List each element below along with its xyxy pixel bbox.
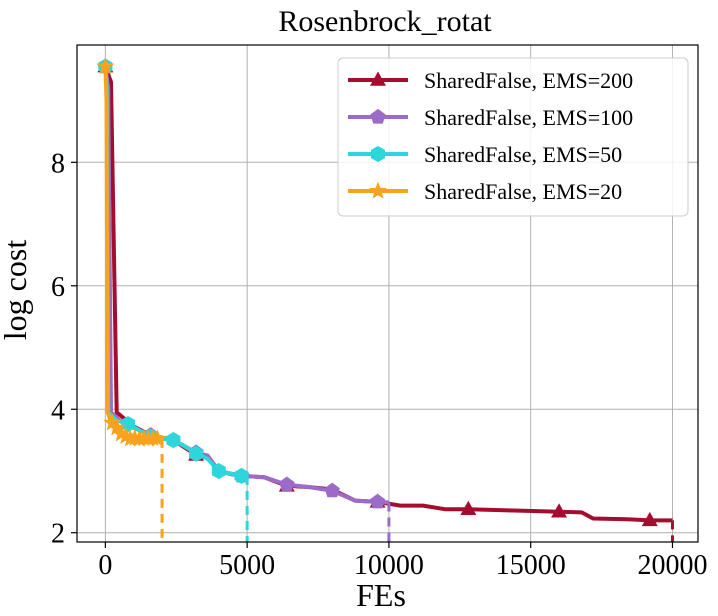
legend-entry: SharedFalse, EMS=50 bbox=[348, 142, 622, 167]
plot-series bbox=[96, 57, 674, 542]
data-point bbox=[369, 493, 386, 509]
data-point bbox=[211, 462, 226, 480]
data-point bbox=[121, 416, 135, 433]
legend-label: SharedFalse, EMS=100 bbox=[424, 105, 633, 130]
legend-label: SharedFalse, EMS=50 bbox=[424, 142, 622, 167]
legend-entry: SharedFalse, EMS=20 bbox=[348, 179, 622, 204]
series-line bbox=[103, 66, 248, 478]
data-point bbox=[460, 500, 477, 516]
series-hexagon bbox=[98, 58, 249, 542]
legend-label: SharedFalse, EMS=200 bbox=[424, 68, 633, 93]
legend-marker bbox=[370, 71, 386, 86]
legend-entry: SharedFalse, EMS=100 bbox=[348, 105, 633, 130]
x-tick-label: 15000 bbox=[496, 550, 566, 581]
legend-label: SharedFalse, EMS=20 bbox=[424, 179, 622, 204]
chart-title: Rosenbrock_rotat bbox=[278, 5, 492, 38]
legend-marker bbox=[369, 181, 387, 199]
y-axis-label: log cost bbox=[0, 240, 33, 341]
y-tick-label: 2 bbox=[51, 519, 65, 550]
axis-ticks: 0 5000 10000 15000 20000 2 4 6 8 bbox=[51, 148, 707, 581]
x-tick-label: 10000 bbox=[354, 550, 424, 581]
legend: SharedFalse, EMS=200 SharedFalse, EMS=100… bbox=[337, 57, 689, 217]
y-tick-label: 6 bbox=[51, 272, 65, 303]
data-point bbox=[641, 511, 658, 527]
data-point bbox=[166, 432, 181, 449]
data-point bbox=[551, 503, 568, 518]
data-point bbox=[234, 467, 249, 484]
legend-marker bbox=[370, 108, 386, 124]
x-tick-label: 20000 bbox=[637, 550, 707, 581]
data-point bbox=[279, 476, 295, 492]
plot-frame bbox=[76, 44, 699, 543]
legend-box bbox=[337, 57, 689, 217]
legend-marker bbox=[371, 145, 385, 163]
data-point bbox=[96, 57, 115, 75]
x-tick-label: 5000 bbox=[219, 550, 275, 581]
legend-entry: SharedFalse, EMS=200 bbox=[348, 68, 633, 93]
data-point bbox=[324, 482, 340, 498]
x-axis-label: FEs bbox=[356, 577, 406, 613]
series-star bbox=[96, 57, 167, 542]
legend-entries: SharedFalse, EMS=200 SharedFalse, EMS=100… bbox=[348, 68, 633, 204]
data-point bbox=[189, 445, 204, 462]
data-point bbox=[148, 429, 167, 447]
y-tick-label: 4 bbox=[51, 395, 65, 426]
x-tick-label: 0 bbox=[98, 550, 112, 581]
y-tick-label: 8 bbox=[51, 148, 65, 179]
